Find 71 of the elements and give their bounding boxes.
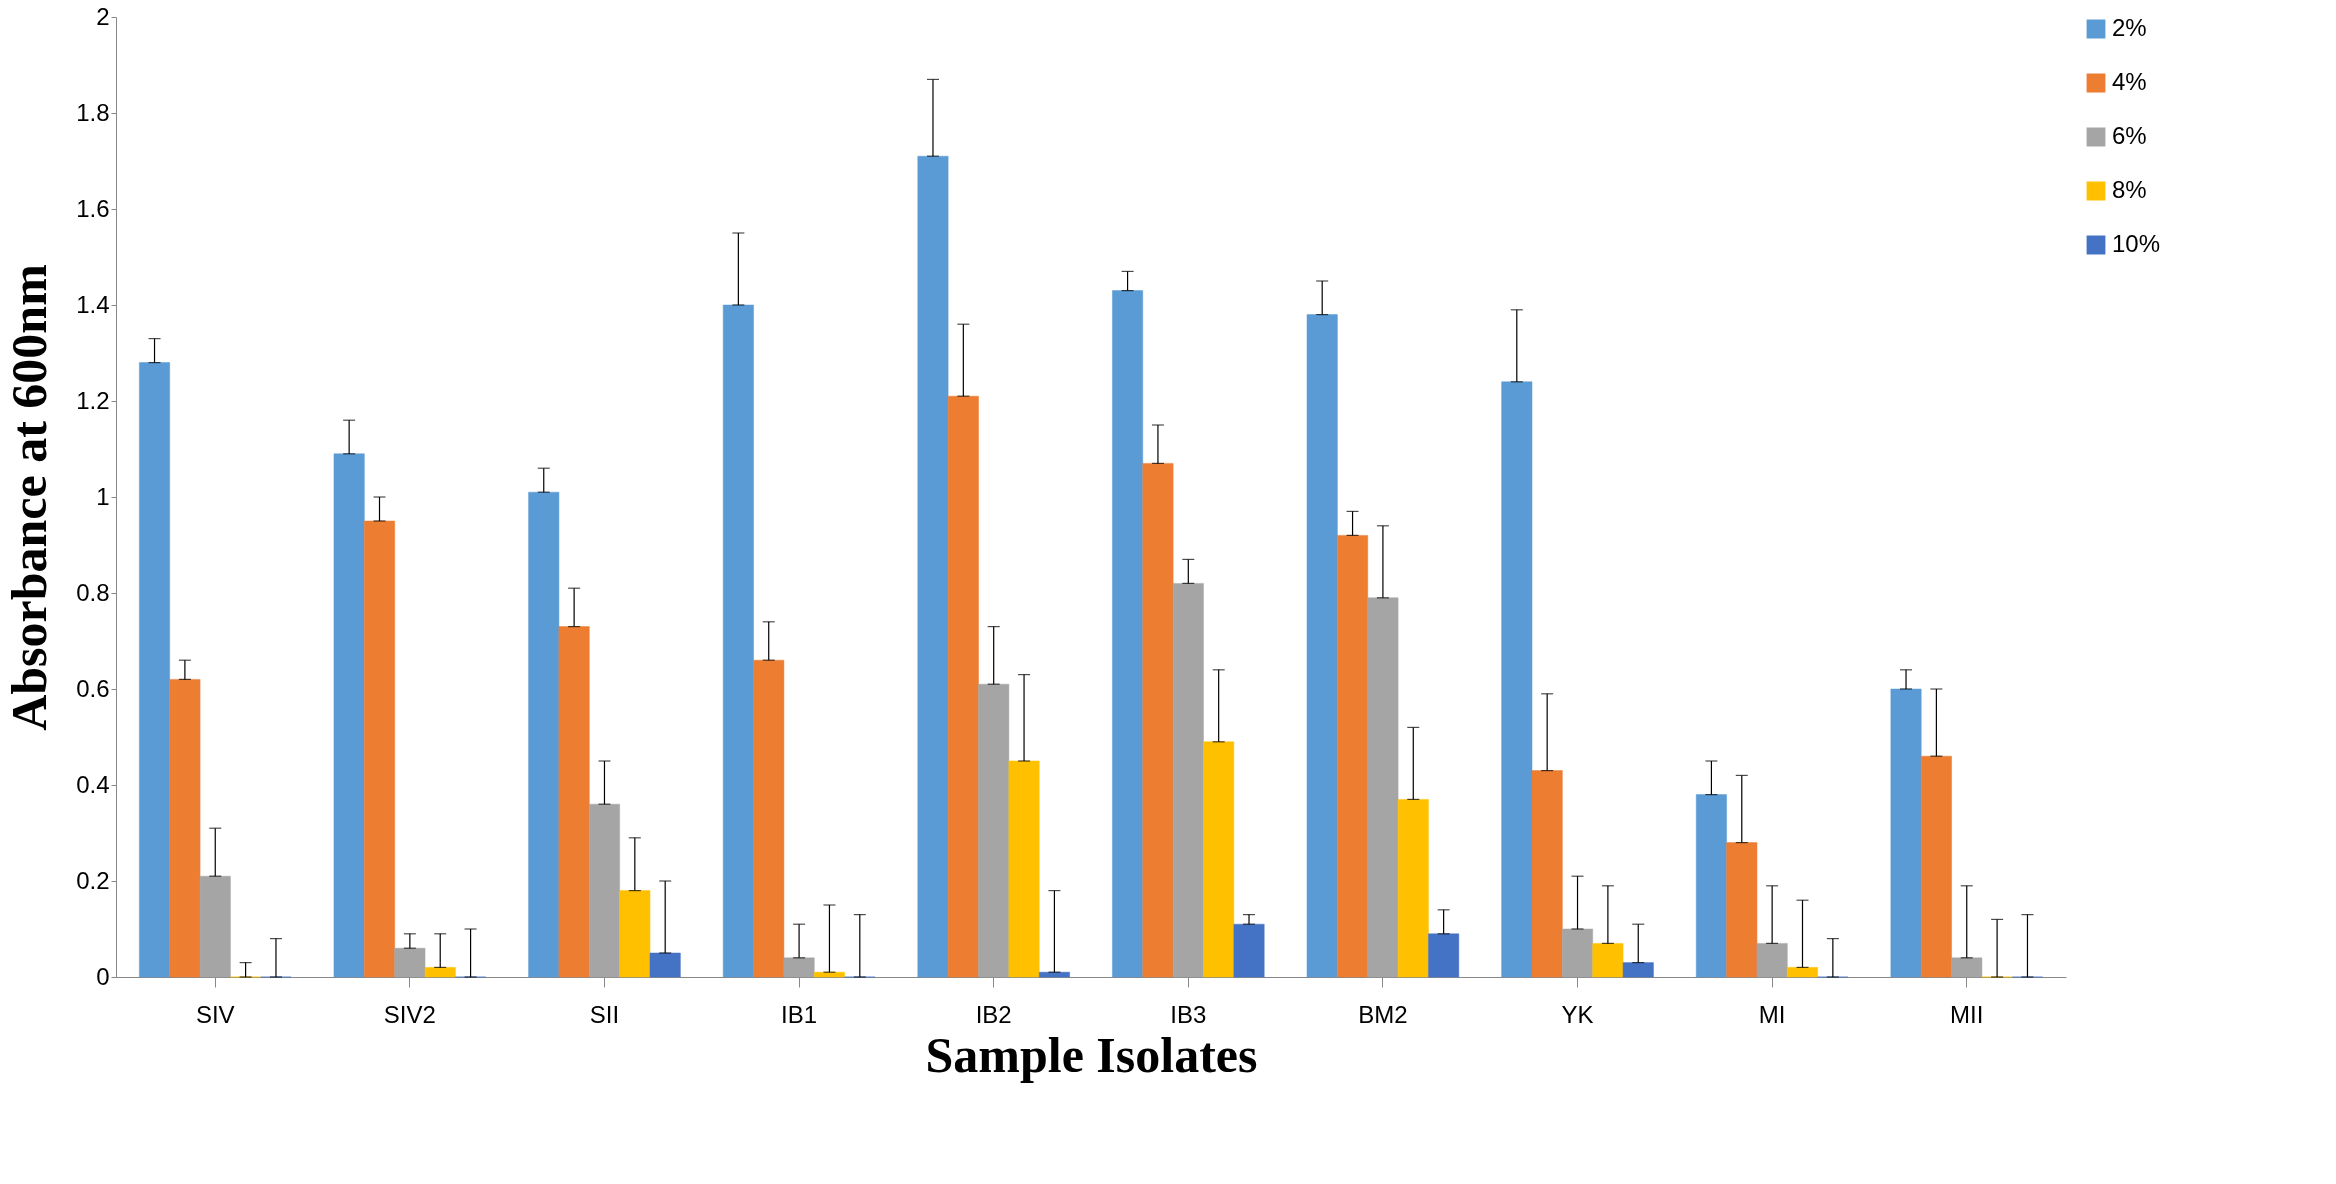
bar bbox=[1172, 583, 1204, 978]
bar bbox=[1501, 381, 1533, 978]
x-tick-label: MII bbox=[1950, 1000, 1984, 1028]
bar bbox=[1397, 799, 1429, 978]
bar bbox=[1726, 842, 1758, 978]
bar bbox=[1787, 967, 1818, 978]
bar bbox=[1951, 957, 1983, 978]
y-tick-label: 2 bbox=[96, 2, 110, 30]
bar bbox=[528, 491, 560, 978]
bar bbox=[424, 967, 456, 978]
x-axis-title: Sample Isolates bbox=[925, 1026, 1258, 1083]
x-tick-label: IB2 bbox=[975, 1000, 1012, 1028]
legend-label: 2% bbox=[2112, 14, 2147, 41]
x-tick-label: SIV2 bbox=[383, 1000, 436, 1028]
bar bbox=[139, 362, 170, 978]
bar bbox=[1622, 962, 1654, 978]
bar bbox=[1367, 597, 1399, 978]
y-tick-label: 1.4 bbox=[76, 290, 110, 318]
y-tick-label: 1 bbox=[96, 482, 110, 510]
bar bbox=[364, 520, 395, 978]
bar bbox=[1112, 290, 1144, 978]
bar bbox=[169, 679, 201, 978]
bar bbox=[558, 626, 590, 978]
bar bbox=[783, 957, 815, 978]
bar bbox=[1008, 760, 1040, 978]
bar bbox=[947, 395, 979, 978]
y-tick-label: 0 bbox=[96, 962, 110, 990]
bar bbox=[619, 890, 651, 978]
x-tick-label: IB3 bbox=[1170, 1000, 1207, 1028]
bar bbox=[649, 952, 681, 978]
bar bbox=[1306, 314, 1338, 978]
bar bbox=[1531, 770, 1563, 978]
legend-label: 6% bbox=[2112, 122, 2147, 149]
bar bbox=[1038, 971, 1070, 978]
bar bbox=[589, 803, 620, 978]
x-tick-label: IB1 bbox=[781, 1000, 818, 1028]
x-tick-label: YK bbox=[1561, 1000, 1594, 1028]
bar bbox=[1920, 755, 1952, 978]
legend-label: 4% bbox=[2112, 68, 2147, 95]
y-tick-label: 1.6 bbox=[76, 194, 110, 222]
bar bbox=[199, 875, 231, 978]
y-tick-label: 1.8 bbox=[76, 98, 110, 126]
x-tick-label: BM2 bbox=[1358, 1000, 1408, 1028]
bar bbox=[1695, 794, 1727, 978]
bar bbox=[1592, 943, 1624, 978]
bar bbox=[1337, 535, 1368, 978]
x-tick-label: MI bbox=[1758, 1000, 1786, 1028]
y-axis-title: Absorbance at 600nm bbox=[1, 264, 58, 731]
bar bbox=[394, 947, 426, 978]
bar bbox=[1562, 928, 1593, 978]
bar bbox=[753, 659, 785, 978]
y-tick-label: 1.2 bbox=[76, 386, 110, 414]
bar bbox=[978, 683, 1010, 978]
y-tick-label: 0.2 bbox=[76, 866, 110, 894]
bar bbox=[722, 304, 754, 978]
bar bbox=[1203, 741, 1235, 978]
x-tick-label: SII bbox=[589, 1000, 620, 1028]
bar bbox=[1890, 688, 1922, 978]
bar bbox=[1428, 933, 1460, 978]
legend-label: 8% bbox=[2112, 176, 2147, 203]
bar bbox=[333, 453, 365, 978]
bar bbox=[1142, 463, 1174, 978]
legend-label: 10% bbox=[2112, 230, 2161, 257]
bar bbox=[1233, 923, 1265, 978]
bar bbox=[1756, 943, 1788, 978]
y-tick-label: 0.4 bbox=[76, 770, 110, 798]
y-tick-label: 0.6 bbox=[76, 674, 110, 702]
bar bbox=[917, 155, 949, 978]
y-tick-label: 0.8 bbox=[76, 578, 110, 606]
x-tick-label: SIV bbox=[195, 1000, 235, 1028]
bar bbox=[814, 971, 845, 978]
